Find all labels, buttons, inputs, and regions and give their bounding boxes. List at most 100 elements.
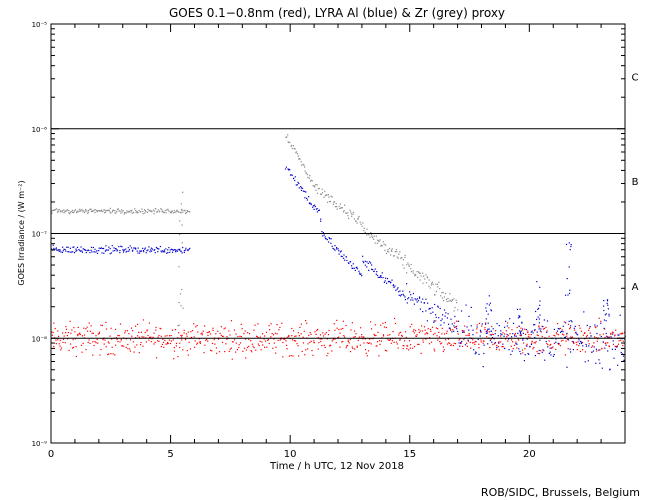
data-point (139, 344, 142, 346)
data-point (328, 196, 330, 198)
data-point (128, 210, 130, 212)
data-point (112, 353, 114, 355)
data-point (526, 338, 528, 340)
data-point (84, 211, 86, 213)
data-point (154, 249, 156, 251)
data-point (406, 272, 408, 274)
data-point (320, 193, 323, 195)
data-point (273, 342, 275, 344)
data-point (505, 320, 507, 322)
data-point (604, 314, 606, 316)
data-point (522, 339, 524, 341)
data-point (460, 342, 462, 344)
data-point (169, 249, 171, 251)
data-point (55, 208, 58, 210)
data-point (324, 236, 326, 238)
data-point (184, 249, 187, 251)
data-point (604, 336, 606, 338)
data-point (396, 343, 398, 345)
data-point (294, 148, 296, 150)
data-point (113, 247, 115, 249)
data-point (333, 323, 335, 325)
data-point (334, 206, 336, 208)
data-point (171, 329, 174, 331)
data-point (215, 333, 217, 335)
data-point (350, 329, 352, 331)
data-point (537, 316, 539, 318)
data-point (536, 281, 538, 283)
data-point (316, 192, 319, 194)
data-point (374, 242, 376, 244)
data-point (163, 211, 166, 213)
data-point (63, 209, 65, 211)
data-point (238, 344, 240, 346)
data-point (67, 338, 69, 340)
data-point (399, 295, 402, 297)
data-point (158, 340, 160, 342)
data-point (224, 351, 226, 353)
data-point (389, 280, 391, 283)
data-point (538, 307, 540, 309)
data-point (173, 249, 176, 251)
data-point (352, 263, 354, 265)
data-point (99, 210, 102, 212)
data-point (526, 345, 528, 347)
data-point (422, 311, 424, 313)
data-point (605, 344, 607, 346)
data-point (250, 340, 252, 342)
data-point (411, 347, 414, 349)
data-point (436, 335, 438, 337)
data-point (570, 245, 572, 248)
data-point (76, 210, 78, 212)
data-point (366, 228, 368, 230)
data-point (70, 332, 72, 334)
data-point (402, 290, 404, 292)
data-point (610, 336, 612, 338)
data-point (363, 342, 365, 344)
data-point (310, 333, 312, 335)
data-point (324, 238, 327, 240)
data-point (147, 211, 149, 213)
data-point (539, 314, 541, 316)
data-point (60, 251, 62, 253)
data-point (375, 345, 377, 347)
data-point (386, 250, 389, 252)
data-point (151, 250, 153, 252)
data-point (440, 295, 442, 297)
data-point (306, 322, 308, 324)
data-point (348, 217, 350, 219)
data-point (616, 346, 618, 348)
data-point (393, 286, 395, 288)
data-point (598, 317, 600, 319)
data-point (390, 342, 392, 344)
data-point (162, 338, 164, 340)
data-point (178, 324, 180, 326)
data-point (189, 348, 191, 350)
data-point (60, 347, 63, 349)
data-point (558, 343, 560, 346)
data-point (64, 249, 66, 251)
data-point (292, 339, 294, 341)
data-point (546, 330, 548, 332)
data-point (369, 338, 371, 340)
data-point (128, 211, 131, 213)
data-point (291, 147, 293, 150)
data-point (506, 336, 508, 338)
data-point (86, 250, 88, 252)
data-point (430, 312, 432, 314)
data-point (315, 333, 317, 335)
data-point (107, 249, 109, 251)
data-point (452, 344, 455, 347)
data-point (111, 338, 113, 340)
data-point (369, 261, 371, 263)
data-point (116, 249, 118, 251)
data-point (282, 341, 284, 344)
data-point (419, 330, 421, 332)
data-point (179, 220, 181, 222)
data-point (572, 341, 574, 343)
data-point (364, 349, 367, 351)
data-point (352, 267, 354, 269)
data-point (353, 336, 355, 338)
class-threshold-lines (51, 128, 625, 339)
data-point (105, 328, 108, 330)
